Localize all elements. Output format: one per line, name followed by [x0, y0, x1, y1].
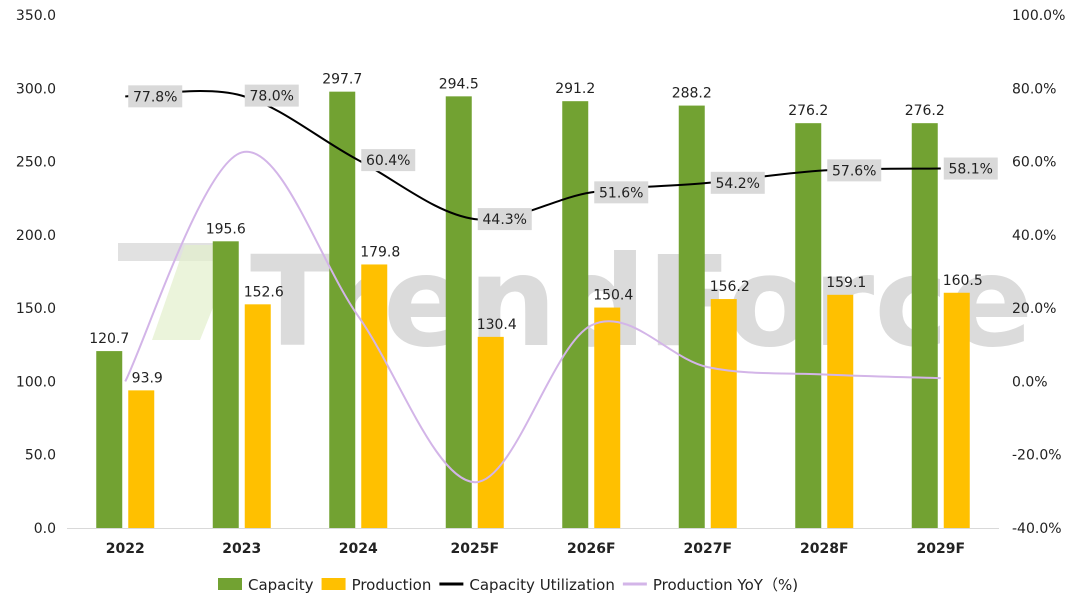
utilization-label-box [710, 171, 765, 194]
production-bar [710, 299, 737, 528]
capacity-bar [795, 123, 822, 529]
capacity-bar [96, 351, 123, 528]
axes: 0.0 50.0 100.0 150.0 200.0 250.0 300.0 350.0 -40… [16, 8, 1065, 557]
production-data-label: 150.4 [593, 288, 633, 304]
production-data-label: 130.4 [477, 317, 517, 333]
utilization-data-label: 58.1% [949, 162, 993, 178]
production-bar [477, 336, 504, 528]
capacity-bar [212, 241, 239, 529]
capacity-data-label: 120.7 [89, 331, 129, 347]
production-bar [361, 264, 388, 528]
left-tick-label: 0.0 [34, 521, 56, 537]
x-tick-label: 2029F [916, 541, 965, 557]
right-tick-label: 0.0% [1012, 374, 1048, 390]
capacity-data-label: 195.6 [206, 221, 246, 237]
utilization-label-box [477, 208, 532, 231]
legend-label: Production [352, 576, 432, 594]
x-tick-label: 2024 [339, 541, 378, 557]
x-tick-label: 2027F [683, 541, 732, 557]
left-tick-label: 350.0 [16, 8, 56, 24]
x-tick-label: 2028F [800, 541, 849, 557]
production-data-label: 152.6 [244, 284, 284, 300]
production-bar [244, 304, 271, 528]
capacity-data-label: 276.2 [788, 103, 828, 119]
production-data-label: 159.1 [826, 275, 866, 291]
left-tick-label: 100.0 [16, 374, 56, 390]
production-bar [594, 307, 621, 528]
right-tick-label: 100.0% [1012, 8, 1065, 24]
capacity-data-label: 276.2 [905, 103, 945, 119]
production-data-label: 93.9 [132, 370, 163, 386]
utilization-data-label: 44.3% [483, 212, 527, 228]
left-tick-label: 50.0 [25, 448, 56, 464]
x-tick-label: 2023 [222, 541, 261, 557]
capacity-data-label: 288.2 [672, 86, 712, 102]
right-tick-label: 60.0% [1012, 155, 1056, 171]
legend: Capacity Production Capacity Utilization Pr… [218, 576, 798, 594]
legend-swatch-1 [321, 578, 346, 590]
utilization-data-label: 51.6% [599, 185, 643, 201]
x-tick-label: 2025F [450, 541, 499, 557]
left-tick-label: 300.0 [16, 81, 56, 97]
legend-label: Capacity Utilization [469, 576, 614, 594]
utilization-label-box [827, 159, 882, 182]
utilization-data-label: 57.6% [832, 163, 876, 179]
data-labels: 120.7 195.6 297.7 294.5 291.2 288.2 276.2 276.2… [89, 72, 998, 386]
legend-label: Capacity [248, 576, 314, 594]
bars [96, 91, 970, 529]
utilization-data-label: 77.8% [133, 89, 177, 105]
left-tick-label: 150.0 [16, 301, 56, 317]
utilization-label-box [943, 157, 998, 180]
capacity-bar [562, 101, 589, 529]
capacity-bar [329, 91, 356, 528]
capacity-bar [678, 105, 705, 528]
capacity-bar [911, 123, 938, 529]
utilization-label-box [361, 149, 416, 172]
right-tick-label: -40.0% [1012, 521, 1062, 537]
right-tick-label: 80.0% [1012, 81, 1056, 97]
left-tick-label: 200.0 [16, 228, 56, 244]
x-tick-label: 2022 [106, 541, 145, 557]
production-yoy-line [124, 150, 941, 484]
utilization-label-box [594, 181, 649, 204]
legend-label: Production YoY（%) [653, 576, 798, 594]
utilization-label-box [244, 84, 299, 107]
legend-swatch-0 [218, 578, 242, 590]
utilization-data-label: 78.0% [250, 89, 294, 105]
capacity-bar [445, 96, 472, 529]
production-bar [128, 390, 155, 528]
x-tick-label: 2026F [567, 541, 616, 557]
production-data-label: 179.8 [360, 244, 400, 260]
utilization-data-label: 60.4% [366, 153, 410, 169]
utilization-data-label: 54.2% [716, 176, 760, 192]
right-tick-label: -20.0% [1012, 448, 1062, 464]
production-data-label: 160.5 [943, 273, 983, 289]
left-tick-label: 250.0 [16, 155, 56, 171]
production-bar [943, 292, 970, 528]
right-tick-label: 40.0% [1012, 228, 1056, 244]
production-bar [827, 294, 854, 528]
capacity-data-label: 291.2 [555, 81, 595, 97]
utilization-label-box [128, 85, 183, 108]
right-tick-label: 20.0% [1012, 301, 1056, 317]
capacity-data-label: 294.5 [439, 76, 479, 92]
production-data-label: 156.2 [710, 279, 750, 295]
capacity-data-label: 297.7 [322, 72, 362, 88]
